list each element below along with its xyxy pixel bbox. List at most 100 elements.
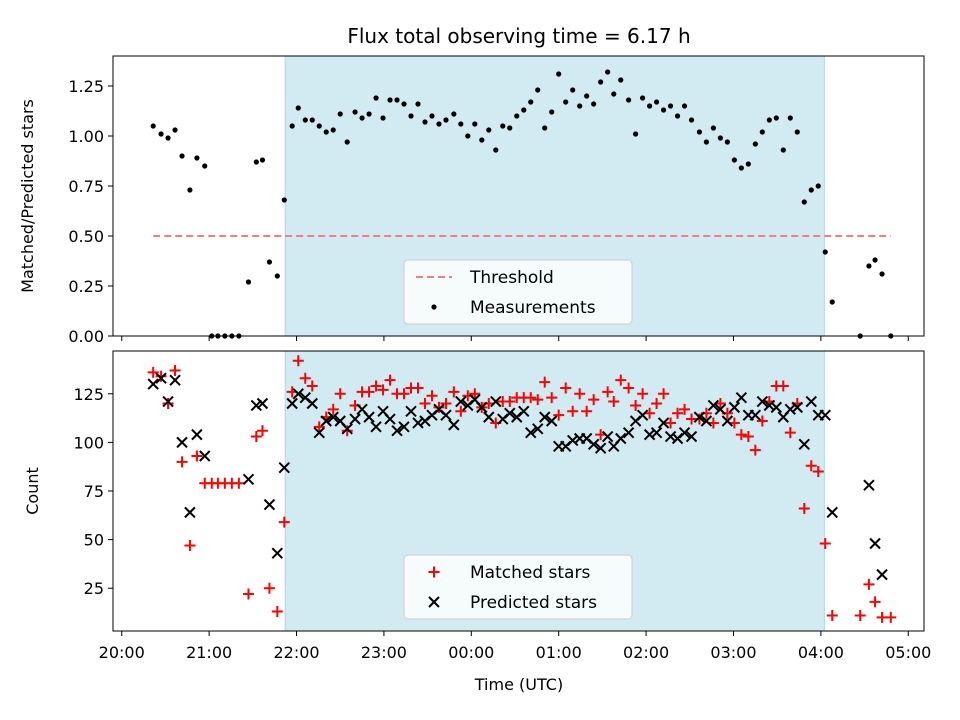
measurements-point [401, 101, 407, 107]
measurements-point [380, 115, 386, 121]
matched-stars-point [784, 427, 796, 439]
measurements-point [829, 299, 835, 305]
matched-stars-point [147, 366, 159, 378]
predicted-stars-point [286, 397, 298, 410]
predicted-stars-point [615, 432, 627, 445]
matched-stars-point [242, 588, 254, 600]
measurements-point [731, 157, 737, 163]
predicted-stars-point [169, 374, 181, 386]
measurements-point [660, 107, 667, 113]
matched-stars-point [313, 421, 325, 433]
matched-stars-point [525, 392, 537, 404]
measurements-point [752, 141, 758, 147]
matched-stars-point [665, 417, 677, 429]
matched-stars-point [637, 388, 649, 400]
predicted-stars-point [490, 395, 502, 408]
measurements-point [801, 199, 807, 205]
predicted-stars-point [306, 397, 318, 410]
predicted-stars-point [869, 537, 881, 550]
predicted-stars-point [763, 399, 776, 412]
predicted-stars-point [320, 415, 332, 427]
count-panel: 25 50 75 100 125 20:00 21:00 22:00 23:00 00:00 01:… [23, 350, 931, 662]
x-tick-label: 23:00 [361, 643, 407, 662]
matched-stars-point [278, 516, 290, 528]
measurements-point [507, 125, 513, 131]
measurements-point [703, 139, 709, 145]
legend-box [403, 554, 633, 620]
matched-stars-point [176, 456, 188, 468]
measurements-point [535, 87, 541, 93]
predicted-stars-point [398, 421, 410, 433]
predicted-stars-point [341, 423, 353, 435]
x-tick-label: 02:00 [623, 643, 669, 662]
measurements-point [815, 183, 821, 189]
predicted-stars-point [162, 395, 174, 408]
measurements-point [556, 71, 562, 77]
measurements-point [472, 121, 478, 127]
matched-stars-point [608, 396, 620, 408]
matched-stars-point [651, 398, 663, 409]
predicted-stars-point [657, 417, 670, 429]
measurements-point [500, 123, 506, 129]
matched-stars-point [812, 466, 824, 478]
measurements-point [316, 123, 322, 129]
predicted-stars-point [826, 506, 838, 519]
matched-stars-point [191, 450, 203, 462]
predicted-stars-point [863, 479, 875, 491]
measurements-point [245, 279, 252, 285]
matched-stars-point [306, 380, 318, 392]
measurements-point [514, 113, 520, 119]
predicted-stars-point [714, 403, 727, 416]
predicted-stars-point [749, 409, 762, 421]
predicted-stars-point [455, 395, 467, 408]
measurements-point [681, 103, 688, 109]
matched-stars-point [256, 425, 268, 437]
measurements-point [443, 117, 449, 123]
matched-stars-point [602, 386, 614, 398]
measurements-point [359, 115, 365, 121]
measurements-point [584, 93, 590, 99]
legend-marker [428, 596, 440, 608]
measurements-point [866, 263, 872, 269]
measurements-point [780, 147, 786, 153]
y-tick-label: 0.25 [68, 277, 104, 296]
measurements-point [611, 91, 617, 97]
y-tick-label: 1.00 [68, 127, 104, 146]
legend-label: Threshold [469, 268, 554, 288]
matched-stars-point [553, 409, 565, 421]
measurements-point [872, 257, 878, 263]
measurements-point [150, 123, 156, 129]
predicted-stars-point [242, 473, 255, 486]
measurements-point [408, 113, 414, 119]
measurements-point [493, 147, 499, 153]
matched-stars-point [155, 370, 167, 382]
measurements-point [633, 131, 639, 137]
predicted-stars-point [147, 378, 159, 390]
measurements-point [330, 127, 336, 133]
predicted-stars-point [327, 411, 339, 423]
legend-box [403, 259, 633, 325]
predicted-stars-point [263, 498, 276, 511]
matched-stars-point [574, 388, 586, 400]
measurements-point [253, 159, 259, 165]
legend: Matched stars Predicted stars [403, 554, 633, 620]
matched-stars-point [819, 538, 831, 549]
predicted-stars-point [440, 409, 452, 421]
measurements-point [415, 101, 421, 107]
matched-stars-point [412, 382, 424, 394]
measurements-point [528, 99, 534, 105]
measurements-point [289, 123, 295, 129]
matched-stars-point [863, 578, 875, 590]
matched-stars-point [679, 403, 691, 415]
measurements-point [302, 117, 308, 123]
predicted-stars-point [525, 426, 537, 439]
measurements-point [172, 127, 178, 133]
matched-stars-point [455, 405, 467, 417]
measurements-point [570, 87, 576, 93]
predicted-stars-point [594, 442, 607, 454]
matched-stars-point [426, 390, 438, 402]
measurements-point [486, 127, 492, 133]
legend-label: Predicted stars [470, 593, 597, 613]
matched-stars-point [885, 611, 897, 623]
